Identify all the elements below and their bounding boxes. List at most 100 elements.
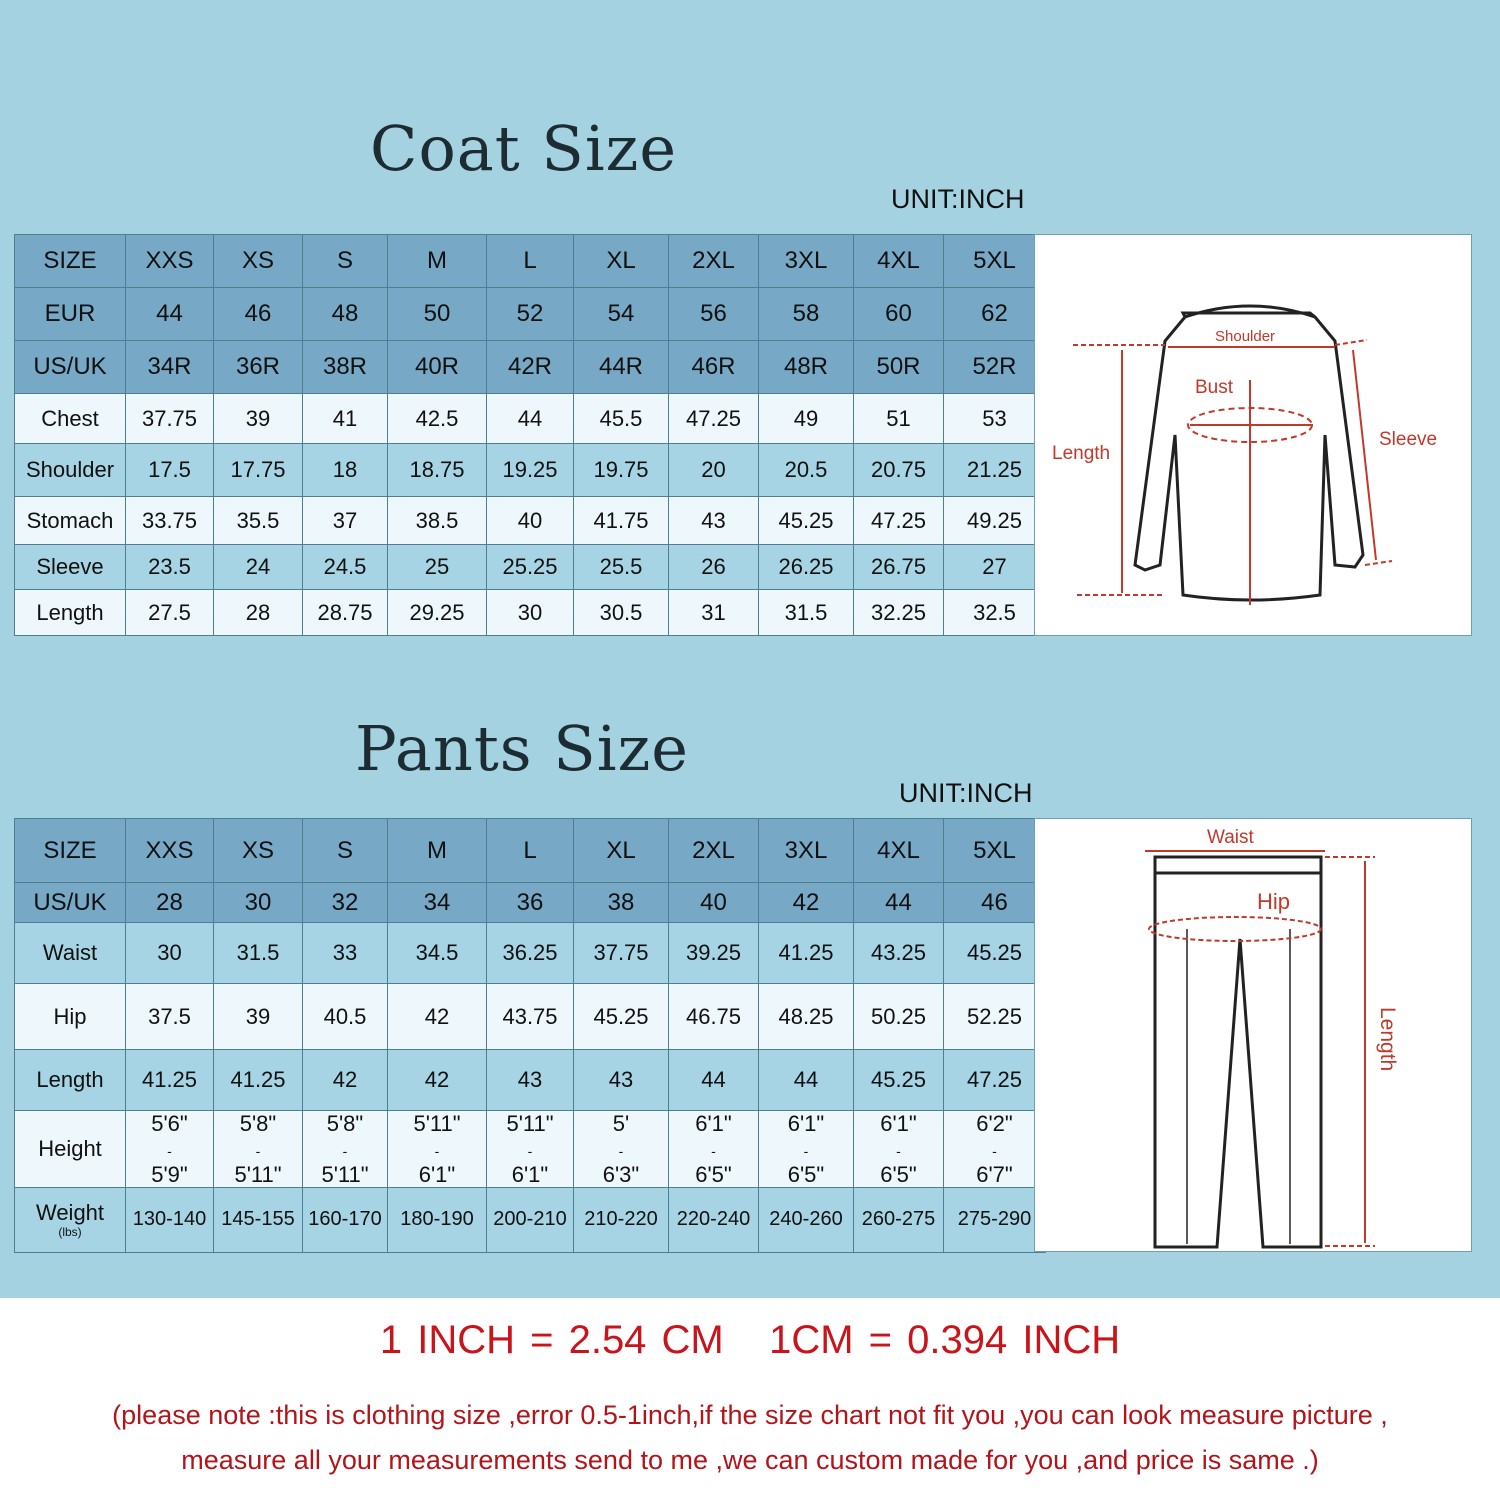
table-cell: 38R <box>302 340 388 394</box>
table-row: Hip 37.5 39 40.5 42 43.75 45.25 46.75 48.25 50.25… <box>14 983 1046 1050</box>
table-cell: 45.25 <box>758 496 854 545</box>
table-cell: 48R <box>758 340 854 394</box>
table-cell: 42 <box>758 882 854 923</box>
table-cell: 52 <box>486 287 574 341</box>
table-cell: 41.25 <box>758 922 854 984</box>
height-max: 5'11" <box>234 1161 282 1187</box>
table-cell: 29.25 <box>387 589 487 636</box>
table-row: Length 41.25 41.25 42 42 43 43 44 44 45.25 47.25 <box>14 1049 1046 1111</box>
table-cell: 33.75 <box>125 496 214 545</box>
weight-range-cell: 220-240 <box>668 1186 759 1253</box>
range-dash: - <box>342 1143 348 1160</box>
range-dash: - <box>711 1143 716 1160</box>
table-cell: S <box>302 818 388 883</box>
table-row: Length 27.5 28 28.75 29.25 30 30.5 31 31.5 32.25 3… <box>14 589 1046 636</box>
height-max: 6'5" <box>880 1161 917 1187</box>
weight-row: Weight (lbs) 130-140 145-155 160-170 180-190 2… <box>14 1186 1046 1253</box>
table-cell: 46 <box>213 287 303 341</box>
table-cell: 45.25 <box>943 922 1046 984</box>
table-cell: 44 <box>125 287 214 341</box>
height-max: 6'5" <box>695 1161 732 1187</box>
table-cell: L <box>486 818 574 883</box>
table-cell: 46 <box>943 882 1046 923</box>
height-min: 5'6" <box>151 1111 188 1136</box>
table-cell: 41.25 <box>213 1049 303 1111</box>
height-max: 5'11" <box>321 1161 369 1187</box>
table-cell: 18 <box>302 443 388 497</box>
weight-range-cell: 145-155 <box>213 1186 303 1253</box>
table-cell: 50.25 <box>853 983 944 1050</box>
table-cell: 4XL <box>853 234 944 288</box>
pants-unit-label: UNIT:INCH <box>899 778 1033 808</box>
table-cell: 40 <box>668 882 759 923</box>
table-cell: 39.25 <box>668 922 759 984</box>
height-range-cell: 6'1" -6'5" <box>668 1110 759 1188</box>
height-min: 6'1" <box>880 1111 917 1136</box>
table-cell: 36R <box>213 340 303 394</box>
table-cell: 43.75 <box>486 983 574 1050</box>
table-cell: 34 <box>387 882 487 923</box>
row-label: Hip <box>14 983 126 1050</box>
table-cell: 26.75 <box>853 544 944 590</box>
table-cell: 33 <box>302 922 388 984</box>
table-row: Waist 30 31.5 33 34.5 36.25 37.75 39.25 41.25 43.… <box>14 922 1046 984</box>
table-cell: 27 <box>943 544 1046 590</box>
table-cell: 40 <box>486 496 574 545</box>
weight-label: Weight <box>35 1200 105 1226</box>
hip-label: Hip <box>1257 889 1290 914</box>
table-cell: 24.5 <box>302 544 388 590</box>
pants-measure-diagram: Waist Hip Length <box>1034 818 1472 1252</box>
table-cell: 34.5 <box>387 922 487 984</box>
table-cell: 35.5 <box>213 496 303 545</box>
row-label: Chest <box>14 393 126 444</box>
table-cell: 4XL <box>853 818 944 883</box>
table-row: SIZE XXS XS S M L XL 2XL 3XL 4XL 5XL <box>14 234 1046 288</box>
table-cell: 42R <box>486 340 574 394</box>
row-label: SIZE <box>14 818 126 883</box>
table-cell: 49 <box>758 393 854 444</box>
table-row: Sleeve 23.5 24 24.5 25 25.25 25.5 26 26.25 26.75 2… <box>14 544 1046 590</box>
table-cell: XL <box>573 234 669 288</box>
table-cell: 44R <box>573 340 669 394</box>
height-min: 5'8" <box>239 1111 277 1136</box>
table-row: US/UK 34R 36R 38R 40R 42R 44R 46R 48R 50R 52R <box>14 340 1046 394</box>
table-cell: 51 <box>853 393 944 444</box>
length-label: Length <box>1052 443 1110 464</box>
weight-range-cell: 240-260 <box>758 1186 854 1253</box>
table-cell: 50 <box>387 287 487 341</box>
table-cell: 56 <box>668 287 759 341</box>
range-dash: - <box>434 1143 440 1160</box>
weight-range-cell: 180-190 <box>387 1186 487 1253</box>
height-range-cell: 6'1" -6'5" <box>853 1110 944 1188</box>
row-label: Stomach <box>14 496 126 545</box>
table-cell: 20.75 <box>853 443 944 497</box>
table-cell: 26.25 <box>758 544 854 590</box>
table-cell: 45.25 <box>853 1049 944 1111</box>
height-min: 5'11" <box>506 1111 554 1136</box>
table-cell: 49.25 <box>943 496 1046 545</box>
table-cell: 46.75 <box>668 983 759 1050</box>
table-cell: 25.5 <box>573 544 669 590</box>
row-label: US/UK <box>14 340 126 394</box>
row-label: Shoulder <box>14 443 126 497</box>
height-max: 6'1" <box>418 1161 456 1187</box>
table-cell: 42 <box>387 983 487 1050</box>
range-dash: - <box>255 1143 261 1160</box>
table-cell: 38 <box>573 882 669 923</box>
table-cell: 24 <box>213 544 303 590</box>
table-cell: XXS <box>125 234 214 288</box>
table-cell: 60 <box>853 287 944 341</box>
height-range-cell: 5' -6'3" <box>573 1110 669 1188</box>
height-min: 6'1" <box>695 1111 732 1136</box>
table-cell: 21.25 <box>943 443 1046 497</box>
range-dash: - <box>992 1143 997 1160</box>
table-cell: 5XL <box>943 818 1046 883</box>
table-cell: 41.75 <box>573 496 669 545</box>
height-min: 6'1" <box>787 1111 825 1136</box>
height-max: 6'5" <box>787 1161 825 1187</box>
table-cell: 41 <box>302 393 388 444</box>
table-cell: 31.5 <box>213 922 303 984</box>
coat-illustration: Shoulder Bust Length Sleeve <box>1052 304 1437 605</box>
coat-unit-label: UNIT:INCH <box>891 184 1025 214</box>
table-cell: 30 <box>125 922 214 984</box>
